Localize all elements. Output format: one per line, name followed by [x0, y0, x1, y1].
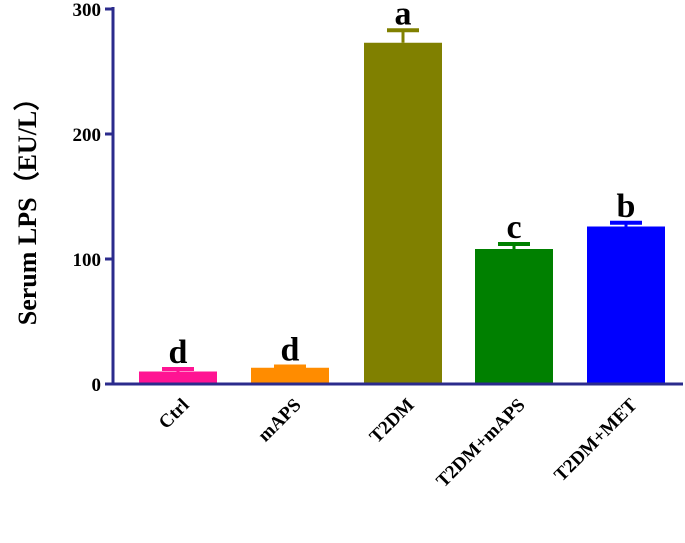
- significance-labels-group: d d a c b: [169, 0, 636, 371]
- y-axis-title: Serum LPS（EU/L）: [13, 85, 42, 326]
- bars-group: [139, 42, 665, 384]
- category-label: T2DM+MET: [550, 394, 641, 485]
- significance-label: a: [395, 0, 412, 32]
- bar: [587, 226, 665, 384]
- bar: [139, 371, 217, 384]
- significance-label: b: [617, 188, 636, 225]
- category-label: mAPS: [254, 395, 305, 446]
- error-bars-group: [162, 28, 642, 372]
- significance-label: c: [506, 209, 521, 246]
- bar: [364, 42, 442, 384]
- bar: [251, 367, 329, 384]
- significance-label: d: [281, 332, 300, 369]
- y-tick-label: 300: [73, 0, 102, 21]
- y-axis-ticks: 0 100 200 300: [73, 0, 113, 396]
- significance-label: d: [169, 334, 188, 371]
- y-tick-label: 100: [73, 250, 102, 271]
- category-label: T2DM: [366, 395, 419, 448]
- category-label: T2DM+mAPS: [432, 395, 529, 492]
- y-tick-label: 200: [73, 125, 102, 146]
- category-labels-group: Ctrl mAPS T2DM T2DM+mAPS T2DM+MET: [155, 394, 642, 491]
- y-tick-label: 0: [92, 375, 102, 396]
- bar: [475, 249, 553, 384]
- category-label: Ctrl: [155, 395, 194, 434]
